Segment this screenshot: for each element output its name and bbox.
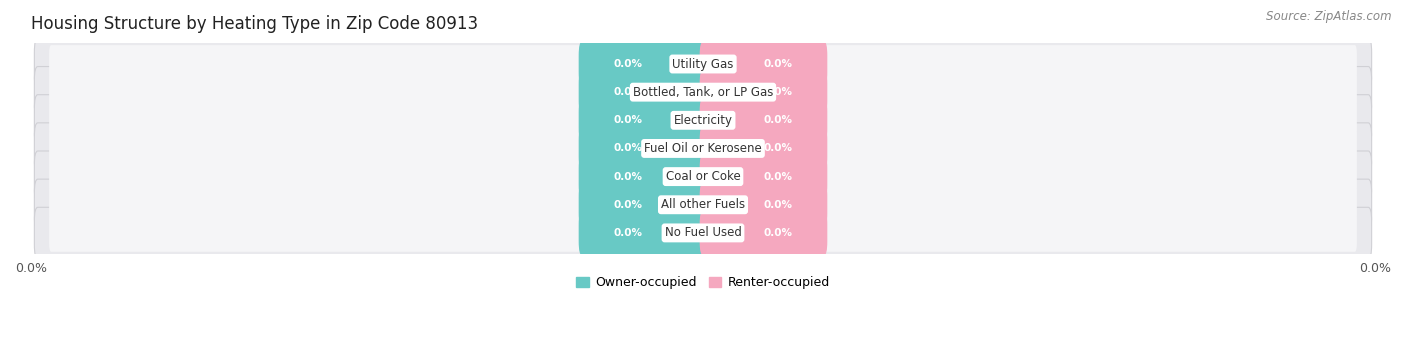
Text: Electricity: Electricity (673, 114, 733, 127)
FancyBboxPatch shape (34, 207, 1372, 258)
Text: 0.0%: 0.0% (613, 115, 643, 125)
Text: 0.0%: 0.0% (763, 228, 793, 238)
FancyBboxPatch shape (700, 154, 827, 199)
FancyBboxPatch shape (34, 95, 1372, 146)
Text: 0.0%: 0.0% (613, 87, 643, 97)
Text: Fuel Oil or Kerosene: Fuel Oil or Kerosene (644, 142, 762, 155)
Text: 0.0%: 0.0% (763, 200, 793, 210)
FancyBboxPatch shape (579, 154, 706, 199)
FancyBboxPatch shape (700, 126, 827, 171)
FancyBboxPatch shape (49, 214, 1357, 252)
FancyBboxPatch shape (34, 39, 1372, 90)
FancyBboxPatch shape (34, 123, 1372, 174)
FancyBboxPatch shape (49, 158, 1357, 195)
Legend: Owner-occupied, Renter-occupied: Owner-occupied, Renter-occupied (571, 271, 835, 294)
FancyBboxPatch shape (579, 98, 706, 143)
FancyBboxPatch shape (579, 70, 706, 115)
Text: Bottled, Tank, or LP Gas: Bottled, Tank, or LP Gas (633, 86, 773, 99)
FancyBboxPatch shape (700, 98, 827, 143)
Text: 0.0%: 0.0% (613, 144, 643, 153)
FancyBboxPatch shape (700, 42, 827, 87)
Text: 0.0%: 0.0% (763, 59, 793, 69)
FancyBboxPatch shape (34, 151, 1372, 202)
Text: No Fuel Used: No Fuel Used (665, 226, 741, 239)
Text: Coal or Coke: Coal or Coke (665, 170, 741, 183)
FancyBboxPatch shape (34, 66, 1372, 118)
FancyBboxPatch shape (34, 179, 1372, 231)
Text: All other Fuels: All other Fuels (661, 198, 745, 211)
FancyBboxPatch shape (49, 101, 1357, 139)
Text: Housing Structure by Heating Type in Zip Code 80913: Housing Structure by Heating Type in Zip… (31, 15, 478, 33)
FancyBboxPatch shape (579, 182, 706, 227)
Text: Source: ZipAtlas.com: Source: ZipAtlas.com (1267, 10, 1392, 23)
FancyBboxPatch shape (579, 126, 706, 171)
FancyBboxPatch shape (579, 42, 706, 87)
Text: Utility Gas: Utility Gas (672, 58, 734, 71)
FancyBboxPatch shape (579, 210, 706, 255)
FancyBboxPatch shape (49, 186, 1357, 224)
FancyBboxPatch shape (700, 70, 827, 115)
Text: 0.0%: 0.0% (763, 144, 793, 153)
Text: 0.0%: 0.0% (763, 87, 793, 97)
FancyBboxPatch shape (700, 210, 827, 255)
FancyBboxPatch shape (49, 45, 1357, 83)
Text: 0.0%: 0.0% (613, 59, 643, 69)
Text: 0.0%: 0.0% (613, 172, 643, 182)
Text: 0.0%: 0.0% (763, 172, 793, 182)
FancyBboxPatch shape (49, 73, 1357, 111)
FancyBboxPatch shape (700, 182, 827, 227)
Text: 0.0%: 0.0% (763, 115, 793, 125)
FancyBboxPatch shape (49, 130, 1357, 167)
Text: 0.0%: 0.0% (613, 200, 643, 210)
Text: 0.0%: 0.0% (613, 228, 643, 238)
